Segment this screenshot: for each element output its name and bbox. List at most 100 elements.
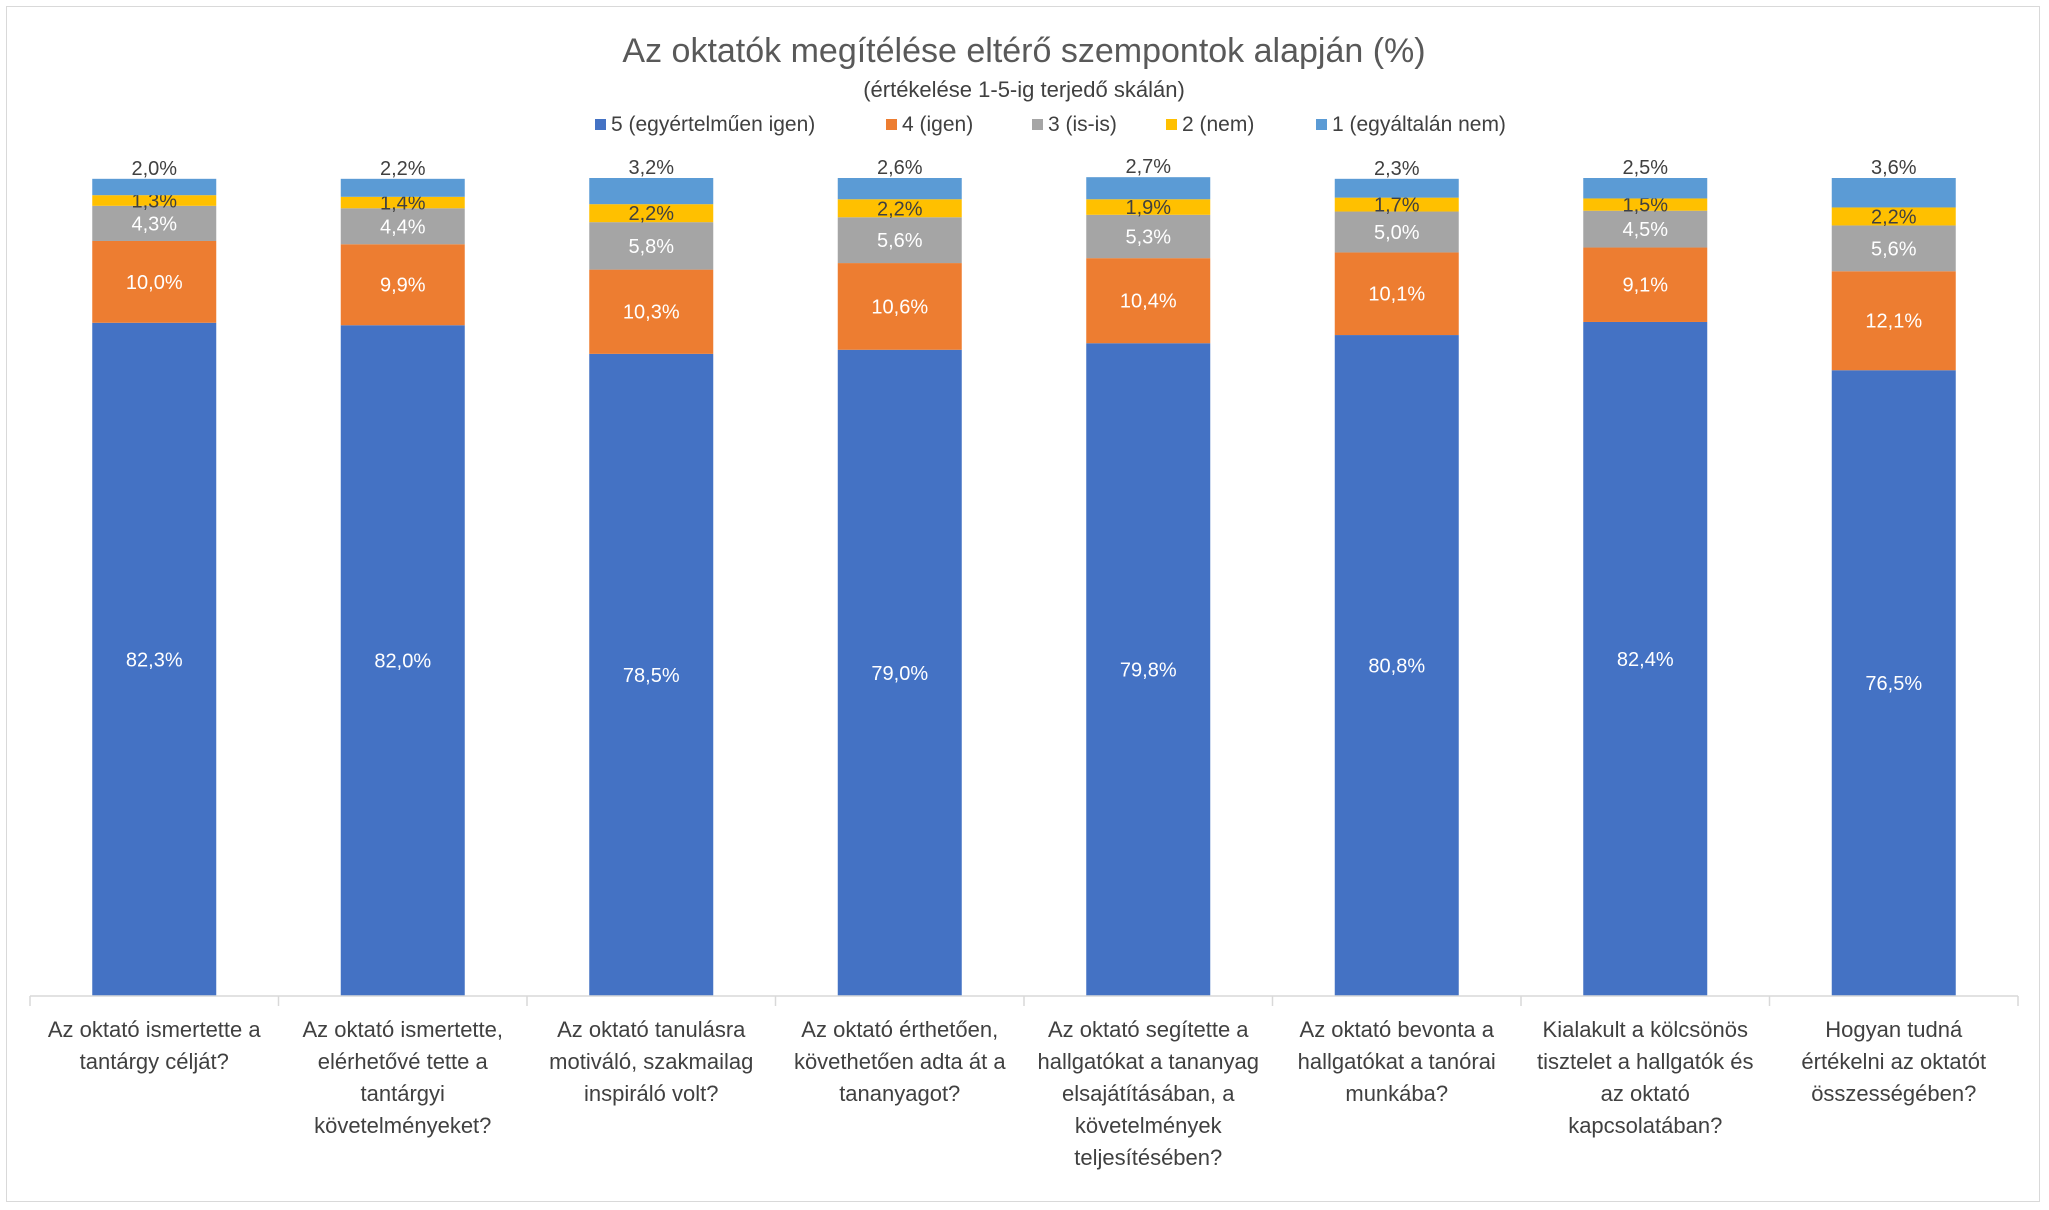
- bar-segment: [837, 263, 962, 350]
- legend-swatch: [1316, 119, 1327, 130]
- bar-segment: [1583, 321, 1708, 996]
- legend-swatch: [886, 119, 897, 130]
- bar-segment: [1334, 178, 1459, 198]
- bar-segment: [92, 322, 217, 996]
- category-label: Az oktató tanulásra motiváló, szakmailag i…: [549, 1017, 753, 1106]
- data-label: 10,3%: [623, 302, 680, 324]
- bar-segment: [340, 196, 465, 209]
- data-label: 10,1%: [1368, 284, 1425, 306]
- data-label: 2,2%: [628, 203, 674, 225]
- data-label: 1,9%: [1125, 197, 1171, 219]
- bar-segment: [589, 222, 714, 270]
- bar-segment: [837, 217, 962, 264]
- data-label: 9,1%: [1622, 275, 1668, 297]
- bar-segment: [1831, 271, 1956, 371]
- legend-label: 5 (egyértelműen igen): [611, 113, 815, 136]
- bar-segment: [837, 349, 962, 996]
- bar-segment: [589, 269, 714, 354]
- data-label: 2,5%: [1622, 157, 1668, 179]
- data-label: 4,5%: [1622, 219, 1668, 241]
- data-label: 10,6%: [871, 296, 928, 318]
- bar-segment: [92, 205, 217, 241]
- bar-segment: [1334, 197, 1459, 212]
- bar-segment: [92, 195, 217, 206]
- category-label: Az oktató bevonta a hallgatókat a tanórai…: [1298, 1017, 1496, 1106]
- bar-segment: [92, 240, 217, 323]
- data-label: 78,5%: [623, 665, 680, 687]
- bar-segment: [837, 178, 962, 200]
- bar-segment: [1583, 178, 1708, 199]
- data-label: 79,8%: [1120, 660, 1177, 682]
- legend-label: 3 (is-is): [1048, 113, 1117, 136]
- x-axis: [29, 995, 2019, 1006]
- legend-swatch: [1032, 119, 1043, 130]
- data-label: 3,2%: [628, 157, 674, 179]
- bar-segment: [340, 244, 465, 326]
- data-label: 10,4%: [1120, 291, 1177, 313]
- data-label: 1,4%: [380, 193, 426, 215]
- bar-segment: [340, 208, 465, 245]
- bar-segment: [1086, 199, 1211, 215]
- bar-segment: [589, 178, 714, 205]
- data-label: 1,5%: [1622, 195, 1668, 217]
- data-label: 2,3%: [1374, 158, 1420, 180]
- bar-segment: [340, 178, 465, 197]
- legend: 5 (egyértelműen igen) 4 (igen) 3 (is-is) 2 …: [595, 113, 1506, 136]
- category-label: Az oktató segítette a hallgatókat a tanan…: [1038, 1017, 1259, 1170]
- bar-segment: [1334, 335, 1459, 996]
- data-label: 79,0%: [871, 663, 928, 685]
- data-label: 5,8%: [628, 236, 674, 258]
- data-label: 4,4%: [380, 216, 426, 238]
- data-label: 1,7%: [1374, 195, 1420, 217]
- data-label: 2,6%: [877, 157, 923, 179]
- data-label: 2,2%: [877, 198, 923, 220]
- bar-segment: [1583, 198, 1708, 211]
- data-label: 2,0%: [131, 158, 177, 180]
- legend-swatch: [1166, 119, 1177, 130]
- data-label: 76,5%: [1865, 673, 1922, 695]
- category-labels: Az oktató ismertette a tantárgy célját? Az…: [48, 1017, 1986, 1170]
- data-label: 82,3%: [126, 649, 183, 671]
- data-label: 5,6%: [877, 230, 923, 252]
- bar-segment: [1831, 370, 1956, 997]
- data-label: 3,6%: [1871, 157, 1917, 179]
- data-label: 2,2%: [380, 158, 426, 180]
- bar-segment: [1583, 247, 1708, 322]
- bar-segment: [1831, 178, 1956, 208]
- data-label: 2,2%: [1871, 206, 1917, 228]
- data-label: 10,0%: [126, 272, 183, 294]
- legend-label: 4 (igen): [902, 113, 973, 136]
- bar-segment: [589, 204, 714, 223]
- legend-swatch: [595, 119, 606, 130]
- bar-segment: [92, 178, 217, 196]
- bar-segment: [1086, 214, 1211, 259]
- data-label: 80,8%: [1368, 656, 1425, 678]
- data-label: 1,3%: [131, 190, 177, 212]
- chart-subtitle: (értékelése 1-5-ig terjedő skálán): [863, 77, 1185, 102]
- data-label: 9,9%: [380, 275, 426, 297]
- bar-segment: [837, 199, 962, 218]
- bar-segment: [1831, 225, 1956, 272]
- data-label: 4,3%: [131, 213, 177, 235]
- category-label: Az oktató érthetően, követhetően adta át …: [794, 1017, 1006, 1106]
- bar-segment: [1086, 177, 1211, 200]
- bar-segment: [340, 325, 465, 996]
- bars: 82,3% 10,0% 4,3%1,3% 2,0% 82,0% 9,9% 4,4%1,4% 2…: [92, 156, 1956, 997]
- bar-segment: [1086, 343, 1211, 997]
- data-label: 12,1%: [1865, 311, 1922, 333]
- data-label: 82,0%: [374, 651, 431, 673]
- bar-segment: [1583, 210, 1708, 248]
- bar-segment: [1334, 252, 1459, 336]
- bar-segment: [589, 353, 714, 996]
- data-label: 5,3%: [1125, 226, 1171, 248]
- legend-label: 1 (egyáltalán nem): [1332, 113, 1506, 136]
- category-label: Hogyan tudná értékelni az oktatót összessé…: [1801, 1017, 1986, 1106]
- bar-segment: [1086, 258, 1211, 344]
- bar-segment: [1831, 207, 1956, 226]
- category-label: Kialakult a kölcsönös tisztelet a hallgat…: [1537, 1017, 1753, 1138]
- bar-segment: [1334, 211, 1459, 253]
- data-label: 2,7%: [1125, 156, 1171, 178]
- category-label: Az oktató ismertette a tantárgy célját?: [48, 1017, 262, 1074]
